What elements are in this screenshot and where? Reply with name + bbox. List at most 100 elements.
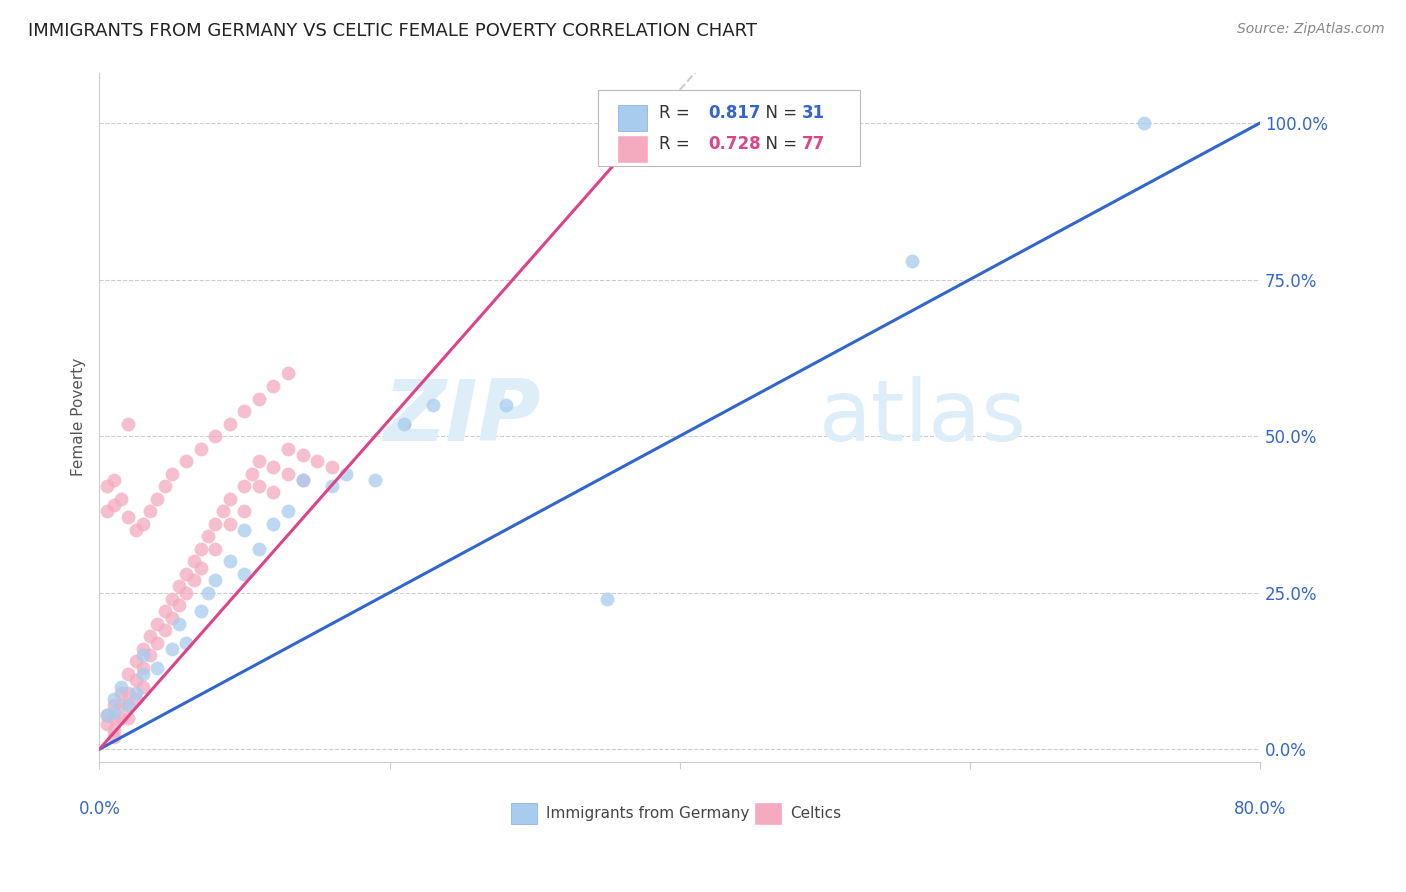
- Point: [103, 473, 125, 487]
- Point: [197, 585, 219, 599]
- Text: R =: R =: [659, 104, 695, 122]
- FancyBboxPatch shape: [512, 803, 537, 823]
- Point: [160, 467, 183, 481]
- Point: [263, 485, 285, 500]
- Point: [103, 698, 125, 713]
- Point: [96, 479, 118, 493]
- Point: [321, 479, 343, 493]
- Point: [219, 491, 242, 506]
- Point: [103, 705, 125, 719]
- Text: 77: 77: [801, 135, 825, 153]
- Point: [96, 707, 118, 722]
- Point: [110, 686, 132, 700]
- Point: [110, 711, 132, 725]
- Point: [204, 516, 226, 531]
- Point: [183, 554, 205, 568]
- Point: [422, 398, 444, 412]
- Point: [96, 707, 118, 722]
- Point: [291, 448, 314, 462]
- Point: [125, 655, 148, 669]
- Text: 0.817: 0.817: [709, 104, 761, 122]
- Point: [233, 404, 256, 418]
- Point: [176, 566, 198, 581]
- Point: [110, 491, 132, 506]
- Point: [392, 417, 415, 431]
- Point: [1133, 116, 1156, 130]
- Text: ZIP: ZIP: [382, 376, 540, 458]
- Point: [900, 253, 922, 268]
- Point: [263, 379, 285, 393]
- Point: [277, 504, 299, 518]
- Text: Source: ZipAtlas.com: Source: ZipAtlas.com: [1237, 22, 1385, 37]
- Point: [132, 680, 155, 694]
- Y-axis label: Female Poverty: Female Poverty: [72, 359, 86, 476]
- Point: [96, 717, 118, 731]
- FancyBboxPatch shape: [619, 104, 647, 131]
- Point: [495, 398, 517, 412]
- Point: [233, 566, 256, 581]
- Point: [139, 648, 162, 663]
- Point: [219, 417, 242, 431]
- Point: [364, 473, 387, 487]
- Text: Celtics: Celtics: [790, 805, 841, 821]
- Point: [146, 636, 169, 650]
- Text: atlas: atlas: [818, 376, 1026, 458]
- Point: [204, 429, 226, 443]
- Point: [146, 661, 169, 675]
- Point: [190, 604, 212, 618]
- Point: [117, 711, 139, 725]
- Point: [160, 642, 183, 657]
- Point: [190, 541, 212, 556]
- Point: [117, 667, 139, 681]
- Point: [117, 698, 139, 713]
- Point: [277, 367, 299, 381]
- Point: [204, 573, 226, 587]
- Text: 0.0%: 0.0%: [79, 799, 121, 818]
- FancyBboxPatch shape: [599, 90, 859, 166]
- Text: IMMIGRANTS FROM GERMANY VS CELTIC FEMALE POVERTY CORRELATION CHART: IMMIGRANTS FROM GERMANY VS CELTIC FEMALE…: [28, 22, 756, 40]
- FancyBboxPatch shape: [755, 803, 780, 823]
- Point: [263, 516, 285, 531]
- Point: [247, 541, 270, 556]
- Text: 80.0%: 80.0%: [1233, 799, 1286, 818]
- Point: [190, 442, 212, 456]
- Point: [211, 504, 233, 518]
- Point: [219, 516, 242, 531]
- Point: [263, 460, 285, 475]
- Point: [117, 686, 139, 700]
- Point: [96, 504, 118, 518]
- Point: [160, 610, 183, 624]
- Point: [697, 116, 720, 130]
- Point: [233, 523, 256, 537]
- Point: [335, 467, 357, 481]
- Point: [132, 661, 155, 675]
- Point: [247, 479, 270, 493]
- Point: [277, 467, 299, 481]
- Point: [183, 573, 205, 587]
- Point: [110, 698, 132, 713]
- Point: [103, 498, 125, 512]
- Point: [125, 523, 148, 537]
- Point: [167, 579, 190, 593]
- Point: [110, 680, 132, 694]
- Point: [103, 723, 125, 738]
- Point: [103, 692, 125, 706]
- Text: 31: 31: [801, 104, 825, 122]
- Point: [153, 604, 176, 618]
- Point: [204, 541, 226, 556]
- Point: [117, 417, 139, 431]
- Point: [277, 442, 299, 456]
- Point: [139, 630, 162, 644]
- Point: [132, 648, 155, 663]
- Point: [233, 479, 256, 493]
- Point: [392, 417, 415, 431]
- Point: [240, 467, 263, 481]
- Point: [291, 473, 314, 487]
- Point: [146, 491, 169, 506]
- Text: 0.728: 0.728: [709, 135, 761, 153]
- Point: [146, 616, 169, 631]
- Point: [125, 673, 148, 688]
- Point: [219, 554, 242, 568]
- Point: [117, 510, 139, 524]
- FancyBboxPatch shape: [619, 136, 647, 161]
